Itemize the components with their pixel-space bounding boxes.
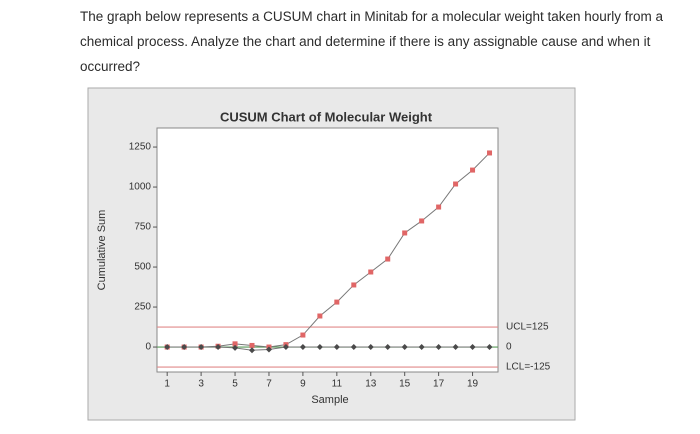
plot-area [156, 127, 499, 373]
reference-label: LCL=-125 [506, 362, 551, 373]
question: The graph below represents a CUSUM chart… [80, 4, 690, 79]
point [470, 167, 476, 173]
y-axis-label: Cumulative Sum [96, 210, 108, 291]
question-line: chemical process. Analyze the chart and … [80, 34, 651, 49]
y-tick-label: 250 [134, 302, 151, 313]
point [265, 346, 272, 353]
question-line: occurred? [80, 59, 141, 74]
point [384, 344, 391, 351]
point [333, 344, 340, 351]
point [367, 344, 374, 351]
point [419, 218, 425, 224]
point [351, 282, 357, 288]
point [435, 344, 442, 351]
point [453, 181, 459, 187]
point [299, 344, 306, 351]
point [181, 344, 188, 351]
point [401, 344, 408, 351]
x-axis-label: Sample [311, 394, 348, 406]
point [198, 344, 205, 351]
x-tick-label: 3 [198, 379, 204, 390]
y-tick-label: 500 [134, 262, 151, 273]
y-tick-label: 1250 [129, 142, 152, 153]
x-tick-label: 1 [164, 379, 170, 390]
point [282, 344, 289, 351]
reference-label: 0 [506, 342, 512, 353]
y-tick-label: 0 [145, 342, 151, 353]
point [350, 344, 357, 351]
point [232, 344, 239, 351]
point [232, 341, 238, 347]
x-tick-label: 15 [399, 379, 411, 390]
x-tick-label: 13 [365, 379, 377, 390]
x-tick-label: 11 [332, 379, 343, 390]
point [469, 344, 476, 351]
chart-title: CUSUM Chart of Molecular Weight [220, 109, 433, 124]
point [316, 344, 323, 351]
point [249, 347, 256, 354]
point [334, 299, 340, 305]
series-line [167, 152, 490, 348]
point [215, 344, 222, 351]
point [249, 342, 255, 348]
point [385, 256, 391, 262]
point [486, 344, 493, 351]
x-tick-label: 5 [232, 379, 238, 390]
x-tick-label: 19 [467, 379, 479, 390]
point [402, 230, 408, 236]
x-tick-label: 9 [300, 379, 306, 390]
y-tick-label: 750 [134, 222, 151, 233]
reference-label: UCL=125 [506, 322, 549, 333]
point [436, 204, 442, 210]
point [300, 332, 306, 338]
point [487, 150, 493, 156]
question-line: The graph below represents a CUSUM chart… [80, 9, 664, 24]
point [418, 344, 425, 351]
point [164, 344, 171, 351]
x-tick-label: 7 [266, 379, 272, 390]
x-tick-label: 17 [433, 379, 445, 390]
point [452, 344, 459, 351]
point [317, 313, 323, 319]
y-tick-label: 1000 [129, 182, 152, 193]
point [368, 269, 374, 275]
